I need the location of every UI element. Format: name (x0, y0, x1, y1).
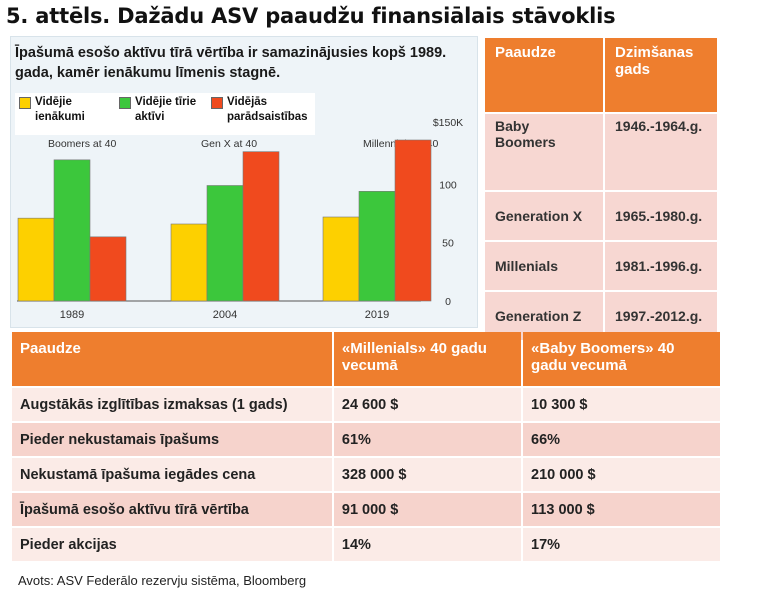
bar (170, 223, 208, 302)
table-cell: Īpašumā esošo aktīvu tīrā vērtība (12, 493, 332, 526)
page-title: 5. attēls. Dažādu ASV paaudžu finansiāla… (6, 4, 616, 28)
table-cell: Augstākās izglītības izmaksas (1 gads) (12, 388, 332, 421)
group-label: Boomers at 40 (48, 138, 116, 150)
table-row: Pieder nekustamais īpašums 61% 66% (12, 423, 720, 456)
table-row: Baby Boomers 1946.-1964.g. (485, 114, 717, 190)
table-cell: Millenials (485, 242, 603, 290)
column-header: Paaudze (485, 38, 603, 112)
table-cell: 1965.-1980.g. (605, 192, 717, 240)
bar (358, 191, 396, 302)
y-tick-label: 100 (439, 179, 457, 191)
source-note: Avots: ASV Federālo rezervju sistēma, Bl… (18, 573, 307, 588)
column-header: Dzimšanas gads (605, 38, 717, 112)
bar (394, 139, 432, 302)
legend-label: Vidējie tīrie aktīvi (135, 96, 197, 123)
legend-swatch (19, 97, 31, 109)
bar (53, 159, 91, 302)
legend-swatch (211, 97, 223, 109)
chart-title: Īpašumā esošo aktīvu tīrā vērtība ir sam… (15, 45, 447, 81)
table-cell: 1981.-1996.g. (605, 242, 717, 290)
table-row: Generation X 1965.-1980.g. (485, 192, 717, 240)
table-cell: 113 000 $ (523, 493, 720, 526)
generations-table: Paaudze Dzimšanas gads Baby Boomers 1946.-1… (483, 36, 719, 342)
chart-legend: Vidējie ienākumi Vidējie tīrie aktīvi Vidē… (15, 93, 315, 135)
table-cell: Pieder akcijas (12, 528, 332, 561)
chart-panel: 0 50 100 $150K Boomers at 40 1989 Gen X at 40 2… (10, 36, 478, 328)
bar (322, 216, 360, 302)
table-row: Pieder akcijas 14% 17% (12, 528, 720, 561)
table-header-row: Paaudze «Millenials» 40 gadu vecumā «Baby … (12, 332, 720, 386)
table-row: Īpašumā esošo aktīvu tīrā vērtība 91 000 … (12, 493, 720, 526)
x-tick-label: 2019 (365, 309, 389, 321)
x-tick-label: 1989 (60, 309, 84, 321)
table-header-row: Paaudze Dzimšanas gads (485, 38, 717, 112)
legend-swatch (119, 97, 131, 109)
bar (89, 236, 127, 302)
comparison-table: Paaudze «Millenials» 40 gadu vecumā «Baby … (10, 330, 722, 563)
table-cell: 91 000 $ (333, 493, 522, 526)
legend-label: Vidējās parādsaistības (227, 96, 308, 123)
table-cell: 14% (333, 528, 522, 561)
table-row: Augstākās izglītības izmaksas (1 gads) 24… (12, 388, 720, 421)
bar (17, 217, 55, 302)
y-tick-label: $150K (433, 117, 463, 129)
bar (242, 151, 280, 302)
table-cell: Baby Boomers (485, 114, 603, 190)
table-row: Nekustamā īpašuma iegādes cena 328 000 $2… (12, 458, 720, 491)
bar-chart: 0 50 100 $150K Boomers at 40 1989 Gen X at 40 2… (17, 117, 463, 321)
y-tick-label: 0 (445, 296, 451, 308)
table-cell: 61% (333, 423, 522, 456)
table-cell: 24 600 $ (333, 388, 522, 421)
column-header: Paaudze (12, 332, 332, 386)
table-cell: 17% (523, 528, 720, 561)
table-cell: Pieder nekustamais īpašums (12, 423, 332, 456)
table-row: Millenials 1981.-1996.g. (485, 242, 717, 290)
table-cell: 66% (523, 423, 720, 456)
table-cell: Nekustamā īpašuma iegādes cena (12, 458, 332, 491)
x-tick-label: 2004 (213, 309, 237, 321)
y-tick-label: 50 (442, 238, 454, 250)
column-header: «Millenials» 40 gadu vecumā (333, 332, 522, 386)
group-label: Gen X at 40 (201, 138, 257, 150)
bar (206, 185, 244, 302)
table-cell: 1946.-1964.g. (605, 114, 717, 190)
table-cell: 210 000 $ (523, 458, 720, 491)
legend-label: Vidējie ienākumi (35, 96, 85, 123)
table-cell: 10 300 $ (523, 388, 720, 421)
table-cell: 328 000 $ (333, 458, 522, 491)
table-cell: Generation X (485, 192, 603, 240)
column-header: «Baby Boomers» 40 gadu vecumā (523, 332, 720, 386)
